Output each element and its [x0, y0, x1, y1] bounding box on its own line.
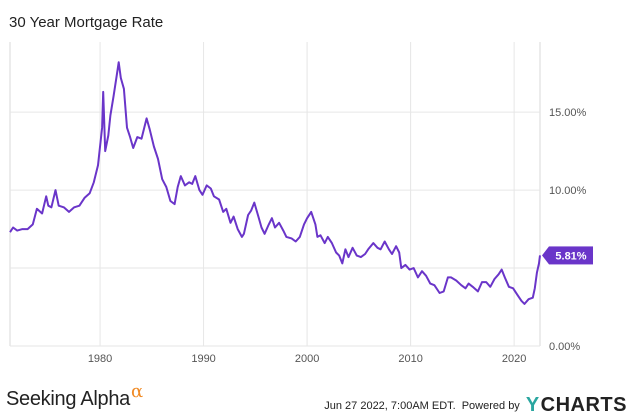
last-value-label: 5.81%: [555, 250, 586, 262]
x-tick-label: 1990: [191, 353, 215, 365]
x-tick-label: 2020: [502, 353, 526, 365]
last-value-badge: [549, 246, 593, 265]
y-tick-label: 15.00%: [549, 107, 587, 119]
grid-lines: [9, 42, 541, 347]
x-tick-label: 2010: [398, 353, 422, 365]
y-tick-label: 0.00%: [549, 341, 580, 353]
chart-title: 30 Year Mortgage Rate: [9, 14, 164, 31]
seeking-alpha-logo: Seeking Alphaα: [6, 381, 143, 410]
x-tick-label: 2000: [295, 353, 319, 365]
powered-by-text: Powered by: [461, 399, 520, 412]
x-tick-label: 1980: [88, 353, 112, 365]
timestamp: Jun 27 2022, 7:00AM EDT.: [324, 399, 456, 412]
footer-attribution: Jun 27 2022, 7:00AM EDT. Powered by Y CHA…: [324, 394, 627, 417]
y-tick-label: 10.00%: [549, 185, 587, 197]
last-value-badge-pointer: [542, 246, 549, 265]
last-value-badge-group: 5.81%: [542, 246, 593, 265]
ycharts-logo: Y CHARTS: [525, 394, 627, 416]
series-layer: [9, 61, 541, 305]
series-line: [9, 61, 541, 305]
axis-labels: 1980 1990 2000 2010 2020 0.00% 10.00% 15.00%: [88, 107, 587, 365]
